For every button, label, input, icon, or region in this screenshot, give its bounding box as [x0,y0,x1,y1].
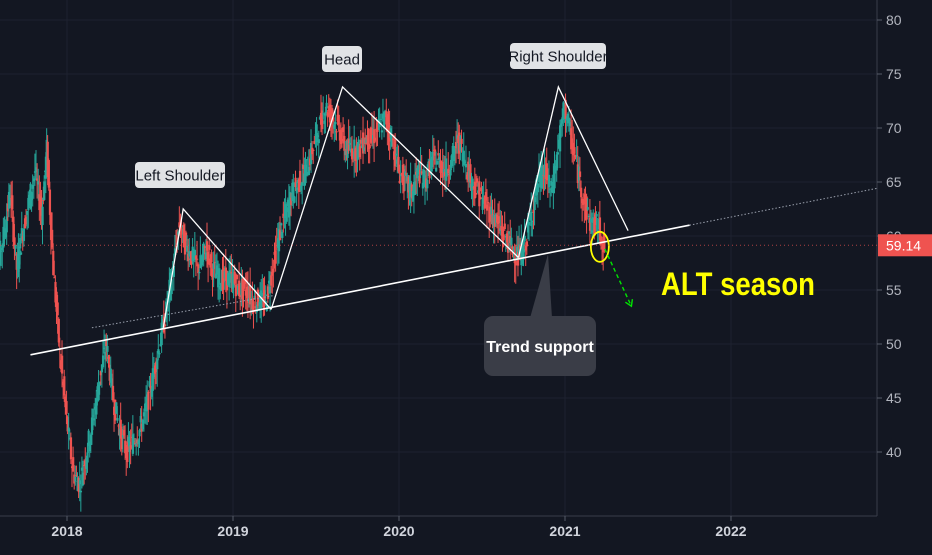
candle-body [537,183,539,192]
y-tick-label: 80 [886,12,902,28]
candle-body [23,229,25,241]
candle-body [198,272,200,273]
candle-body [426,180,428,189]
candle-body [147,392,149,410]
x-tick-label: 2018 [51,523,82,539]
label-head-text: Head [324,51,360,68]
y-tick-label: 40 [886,444,902,460]
candle-body [275,251,277,264]
candle-body [293,196,295,202]
candle-body [49,190,51,215]
y-tick-label: 65 [886,174,902,190]
candle-body [280,223,282,225]
candle-body [435,168,437,172]
candle-body [61,356,63,374]
candle-body [548,175,550,188]
alt-season-text: ALT season [661,267,815,302]
candle-body [476,178,478,182]
candle-body [528,222,530,225]
candle-body [573,147,575,154]
label-right-shoulder: Right Shoulder [508,43,607,69]
candle-body [449,170,451,176]
candle-body [335,131,337,132]
candle-body [326,103,328,109]
candle-body [63,376,65,395]
label-right-shoulder-text: Right Shoulder [508,48,607,65]
last-price-label: 59.14 [886,237,921,253]
candle-body [318,139,320,143]
label-left-shoulder: Left Shoulder [135,162,225,188]
candle-body [80,491,82,492]
candle-body [156,359,158,369]
label-left-shoulder-text: Left Shoulder [135,167,224,184]
candle-body [238,281,240,297]
candle-body [579,171,581,177]
candle-body [475,193,477,195]
trend-support-text: Trend support [486,339,594,356]
candle-body [596,214,598,217]
candle-body [281,232,283,238]
x-tick-label: 2020 [383,523,414,539]
candle-body [158,353,160,354]
x-tick-label: 2022 [715,523,746,539]
candle-body [106,346,108,352]
candle-body [265,295,267,297]
candle-body [587,207,589,210]
candle-body [116,418,118,421]
candle-body [369,145,371,149]
candle-body [210,252,212,262]
candle-body [312,150,314,151]
candle-body [557,152,559,154]
candle-body [465,164,467,167]
candle-body [102,355,104,367]
candle-body [208,245,210,250]
candle-body [515,260,517,265]
y-tick-label: 50 [886,336,902,352]
candle-body [57,302,59,315]
candle-body [74,477,76,482]
candle-body [206,241,208,250]
candle-body [503,234,505,240]
x-tick-label: 2019 [217,523,248,539]
candle-body [272,269,274,273]
candle-body [86,452,88,462]
candle-body [65,401,67,414]
candle-body [487,202,489,203]
candle-body [11,195,13,209]
candle-body [13,237,15,245]
x-tick-label: 2021 [549,523,580,539]
y-tick-label: 45 [886,390,902,406]
candle-body [338,115,340,125]
y-tick-label: 55 [886,282,902,298]
candle-body [510,238,512,246]
candle-body [580,188,582,197]
candle-body [43,181,45,200]
candle-body [381,130,383,132]
candle-body [196,259,198,260]
candle-body [461,139,463,144]
candle-body [236,275,238,279]
candle-body [479,197,481,199]
candle-body [70,437,72,459]
label-head: Head [322,46,362,72]
candle-body [334,122,336,124]
candle-body [504,224,506,230]
candle-body [20,252,22,254]
y-tick-label: 75 [886,66,902,82]
y-tick-label: 70 [886,120,902,136]
candle-body [436,161,438,164]
candle-body [526,241,528,246]
candle-body [42,207,44,225]
candle-body [218,268,220,285]
